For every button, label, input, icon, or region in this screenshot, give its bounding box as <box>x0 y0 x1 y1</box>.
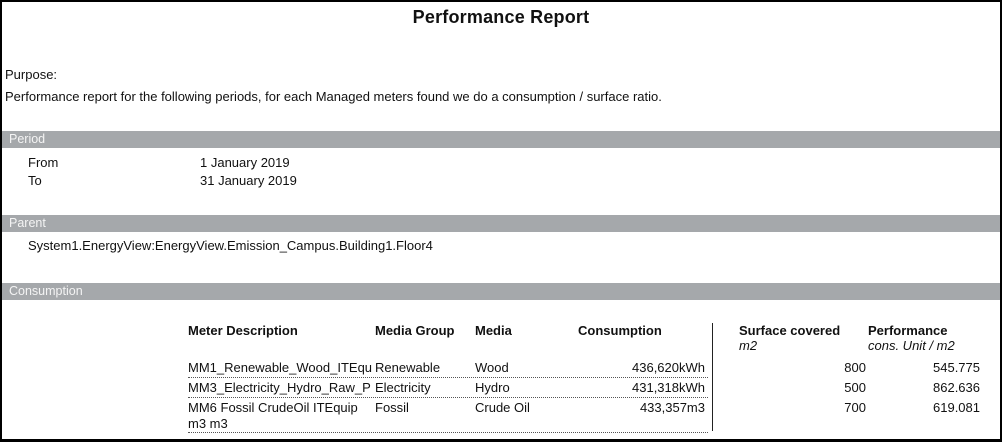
table-row: MM1_Renewable_Wood_ITEqu Renewable Wood … <box>188 358 982 378</box>
section-header-parent: Parent <box>2 215 1000 232</box>
column-header-meter-description: Meter Description <box>188 323 298 338</box>
consumption-cell: 436,620kWh <box>632 360 705 375</box>
performance-unit: cons. Unit / m2 <box>868 338 955 353</box>
table-row: MM3_Electricity_Hydro_Raw_P Electricity … <box>188 378 982 398</box>
purpose-text: Performance report for the following per… <box>5 89 662 104</box>
table-column-divider <box>712 323 713 431</box>
consumption-cell: 433,357m3 <box>639 400 705 415</box>
column-header-performance: Performance cons. Unit / m2 <box>868 323 980 358</box>
media-cell: Hydro <box>475 380 510 395</box>
table-row: MM6 Fossil CrudeOil ITEquip m3 m3 Fossil… <box>188 398 982 433</box>
surface-covered-cell: 700 <box>844 400 866 415</box>
period-from-value: 1 January 2019 <box>200 155 290 170</box>
column-header-media-group: Media Group <box>375 323 455 338</box>
column-header-media: Media <box>475 323 512 338</box>
consumption-cell: 431,318kWh <box>632 380 705 395</box>
purpose-label: Purpose: <box>5 67 58 82</box>
surface-covered-cell: 500 <box>844 380 866 395</box>
period-to-label: To <box>28 173 42 188</box>
section-header-consumption: Consumption <box>2 283 1000 300</box>
page-title: Performance Report <box>412 7 590 27</box>
surface-covered-title: Surface covered <box>739 323 841 338</box>
surface-covered-unit: m2 <box>739 338 758 353</box>
performance-cell: 619.081 <box>933 400 980 415</box>
section-header-period: Period <box>2 131 1000 148</box>
meter-description-cell: MM1_Renewable_Wood_ITEqu <box>188 360 372 375</box>
performance-cell: 862.636 <box>933 380 980 395</box>
table-header-row: Meter Description Media Group Media Cons… <box>188 323 982 358</box>
performance-title: Performance <box>868 323 948 338</box>
surface-covered-cell: 800 <box>844 360 866 375</box>
period-from-label: From <box>28 155 59 170</box>
media-group-cell: Electricity <box>375 380 431 395</box>
period-to-value: 31 January 2019 <box>200 173 297 188</box>
parent-path: System1.EnergyView:EnergyView.Emission_C… <box>28 238 433 253</box>
column-header-consumption: Consumption <box>578 323 662 338</box>
meter-description-cell: MM3_Electricity_Hydro_Raw_P <box>188 380 371 395</box>
media-group-cell: Renewable <box>375 360 441 375</box>
media-group-cell: Fossil <box>375 400 409 415</box>
consumption-table: Meter Description Media Group Media Cons… <box>188 323 982 433</box>
performance-cell: 545.775 <box>933 360 980 375</box>
column-header-surface-covered: Surface covered m2 <box>739 323 866 358</box>
meter-description-cell: MM6 Fossil CrudeOil ITEquip m3 m3 <box>188 400 358 431</box>
media-cell: Crude Oil <box>475 400 530 415</box>
media-cell: Wood <box>475 360 509 375</box>
